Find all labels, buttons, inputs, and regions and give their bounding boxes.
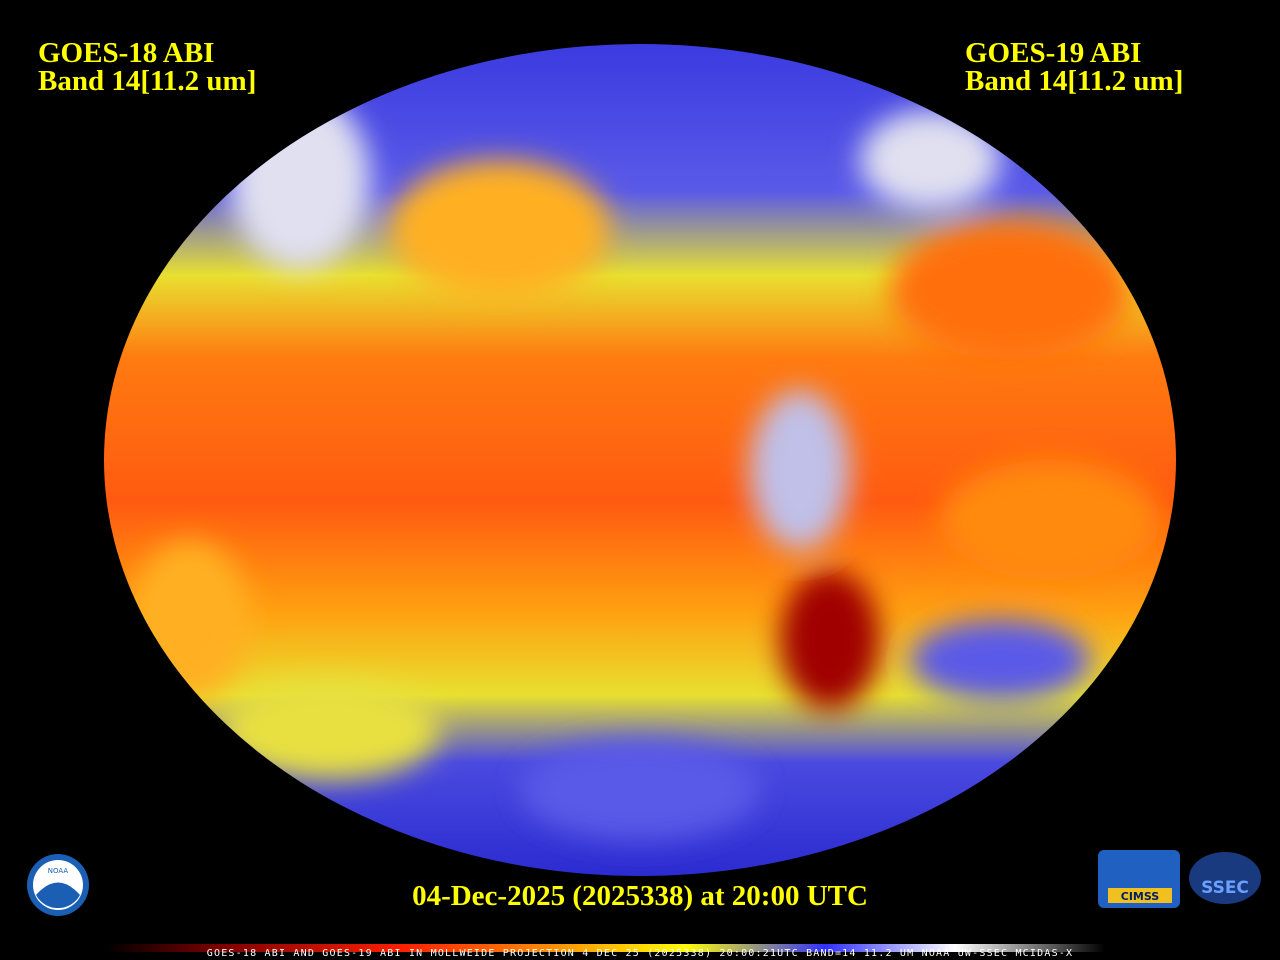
color-bar xyxy=(105,944,1105,952)
right-title: GOES-19 ABI xyxy=(965,37,1141,69)
right-band: Band 14[11.2 um] xyxy=(965,65,1183,97)
noaa-logo: NOAA xyxy=(27,854,89,916)
timestamp: 04-Dec-2025 (2025338) at 20:00 UTC xyxy=(412,880,868,912)
left-band: Band 14[11.2 um] xyxy=(38,65,256,97)
ssec-label: SSEC xyxy=(1201,878,1249,898)
noaa-label: NOAA xyxy=(48,867,69,875)
cimss-logo: CIMSS xyxy=(1098,850,1180,908)
footer: GOES-18 ABI AND GOES-19 ABI IN MOLLWEIDE… xyxy=(207,948,1073,959)
ssec-logo: SSEC xyxy=(1189,852,1261,904)
cimss-label: CIMSS xyxy=(1121,890,1160,903)
earth-disc xyxy=(104,44,1176,876)
left-title: GOES-18 ABI xyxy=(38,37,214,69)
